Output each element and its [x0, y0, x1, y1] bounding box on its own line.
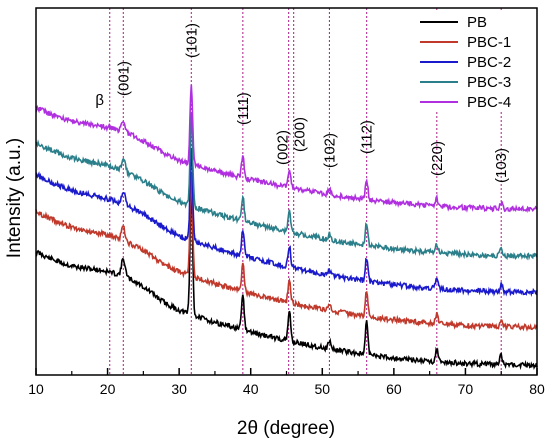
x-tick-label: 20 — [100, 381, 116, 397]
series-pb-line — [35, 183, 538, 371]
peak-label: (101) — [183, 23, 200, 58]
y-axis-title: Intensity (a.u.) — [4, 138, 25, 258]
peak-annotations: β (001) (101) (111) (002) (200) (102) (112) (220… — [95, 23, 510, 183]
series-pbc-3-line — [35, 112, 538, 261]
peak-label: (102) — [321, 133, 338, 168]
x-axis-title: 2θ (degree) — [237, 418, 335, 439]
series-pbc-2-line — [35, 147, 538, 297]
legend-label: PBC-3 — [467, 74, 511, 91]
peak-label: (002) — [275, 130, 292, 165]
x-tick-label: 70 — [458, 381, 474, 397]
peak-label: (111) — [235, 92, 252, 125]
x-tick-label: 60 — [386, 381, 402, 397]
peak-label: (103) — [493, 148, 510, 183]
peak-label: (001) — [115, 61, 132, 96]
legend-label: PBC-2 — [467, 54, 511, 71]
x-tick-label: 10 — [28, 381, 44, 397]
x-tick-label: 30 — [171, 381, 187, 397]
legend-label: PBC-4 — [467, 94, 511, 111]
data-curves — [35, 84, 538, 371]
x-tick-label: 50 — [314, 381, 330, 397]
peak-label: β — [95, 92, 104, 109]
legend-label: PB — [467, 14, 487, 31]
x-tick-label: 40 — [243, 381, 259, 397]
axes: 10 20 30 40 50 60 70 80 — [28, 7, 545, 397]
series-pbc-4-line — [35, 84, 538, 214]
peak-label: (200) — [292, 117, 309, 152]
legend-label: PBC-1 — [467, 34, 511, 51]
peak-label: (220) — [429, 141, 446, 176]
x-tick-label: 80 — [529, 381, 545, 397]
peak-label: (112) — [359, 120, 376, 154]
series-pbc-1-line — [35, 173, 538, 332]
legend: PB PBC-1 PBC-2 PBC-3 PBC-4 — [414, 10, 534, 112]
